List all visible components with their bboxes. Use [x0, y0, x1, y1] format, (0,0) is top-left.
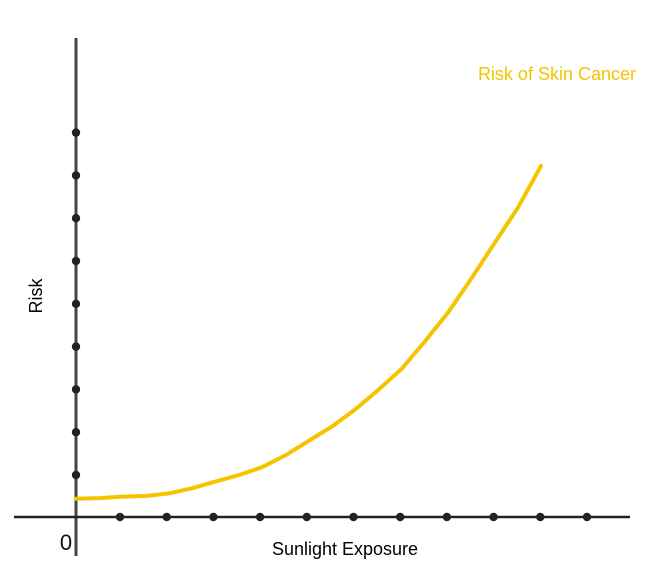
y-tick-mark	[71, 299, 81, 308]
x-tick-mark	[349, 512, 358, 522]
origin-label: 0	[60, 530, 72, 555]
y-tick-mark	[71, 214, 81, 223]
y-tick-mark	[71, 256, 81, 266]
y-axis-label: Risk	[26, 278, 46, 314]
x-tick-mark	[302, 512, 311, 522]
y-tick-mark	[71, 428, 81, 437]
series-layer	[74, 163, 543, 501]
x-tick-mark	[489, 512, 498, 522]
x-tick-mark	[582, 512, 592, 522]
x-tick-mark	[442, 512, 452, 522]
x-tick-mark	[209, 512, 218, 522]
series-label: Risk of Skin Cancer	[478, 64, 636, 84]
y-tick-mark	[71, 385, 81, 394]
risk-curve-line	[74, 163, 543, 501]
x-tick-mark	[255, 512, 265, 522]
x-tick-mark	[162, 512, 171, 522]
y-tick-mark	[71, 171, 81, 180]
x-axis-label: Sunlight Exposure	[272, 539, 418, 559]
x-ticks	[115, 512, 592, 522]
x-tick-mark	[536, 512, 545, 522]
x-tick-mark	[396, 512, 405, 522]
y-tick-mark	[71, 128, 81, 137]
y-ticks	[71, 128, 81, 480]
y-tick-mark	[71, 470, 81, 480]
x-tick-mark	[115, 512, 125, 522]
y-tick-mark	[71, 342, 81, 351]
